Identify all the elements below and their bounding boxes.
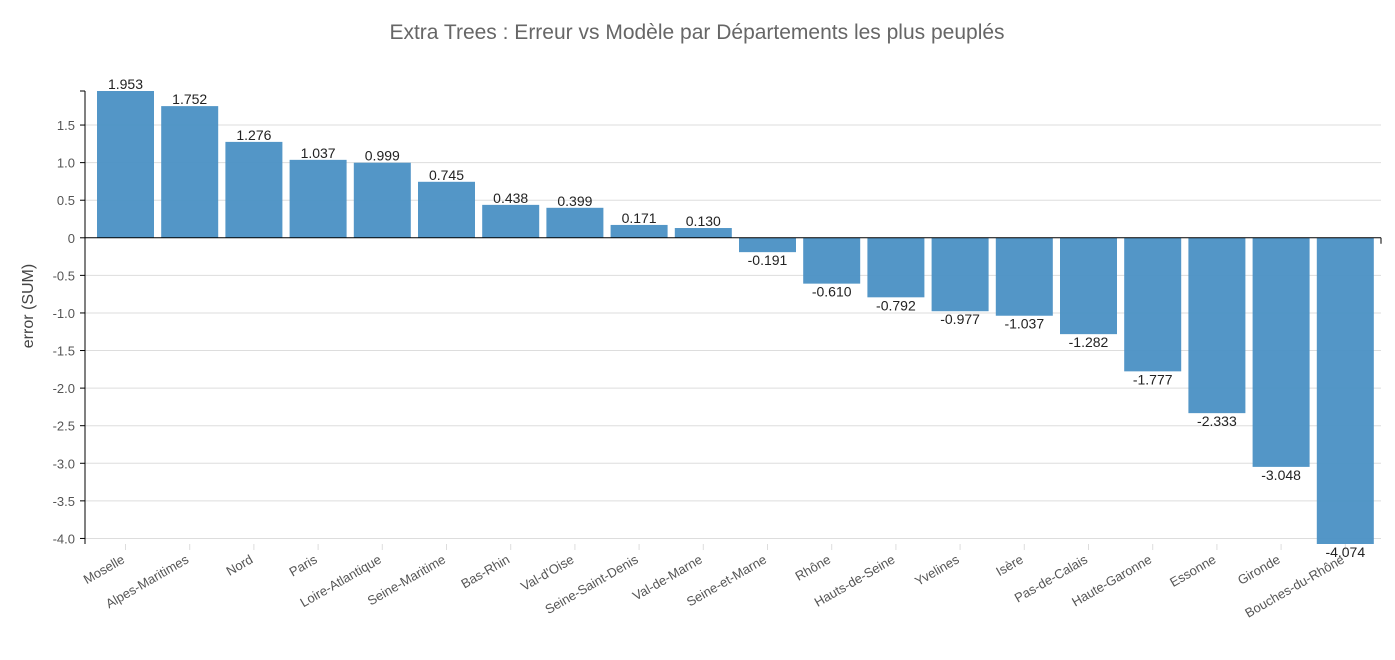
y-tick-label: -3.0 xyxy=(53,456,75,471)
bar xyxy=(610,224,668,238)
y-tick-labels: -4.0 -3.5 -3.0 -2.5 -2.0 -1.5 -1.0 -0.5 0 0.5 1.0 1… xyxy=(53,118,75,546)
bar xyxy=(546,207,604,238)
bar-value-label: -0.191 xyxy=(748,252,788,268)
bar-value-label: 1.276 xyxy=(236,127,271,143)
x-tick-label: Nord xyxy=(223,552,255,579)
bar xyxy=(225,141,283,238)
bar xyxy=(418,181,475,238)
x-tick-label: Gironde xyxy=(1235,552,1283,588)
axes xyxy=(80,90,1382,550)
bar-value-label: 0.130 xyxy=(686,213,721,229)
y-tick-label: -1.5 xyxy=(53,344,75,359)
bar xyxy=(739,237,796,253)
x-tick-label: Essonne xyxy=(1167,552,1218,590)
bar xyxy=(482,204,540,238)
x-tick-label: Rhône xyxy=(793,552,834,584)
bar-value-label: -3.048 xyxy=(1261,467,1301,483)
bar xyxy=(353,162,411,238)
x-tick-label: Moselle xyxy=(81,552,127,587)
bar xyxy=(995,237,1053,316)
y-tick-label: 1.0 xyxy=(57,156,75,171)
bar-value-label: 0.745 xyxy=(429,167,464,183)
bars xyxy=(97,91,1374,544)
bar-value-label: 0.438 xyxy=(493,190,528,206)
y-tick-label: 0 xyxy=(68,231,75,246)
bar xyxy=(931,237,989,312)
bar-value-label: -1.037 xyxy=(1004,316,1044,332)
x-tick-label: Isère xyxy=(993,552,1026,579)
bar-value-labels: 1.953 1.752 1.276 1.037 0.999 0.745 0.438 0.399… xyxy=(108,76,1365,560)
bar xyxy=(867,237,925,298)
bar xyxy=(1252,237,1310,467)
y-tick-label: -4.0 xyxy=(53,531,75,546)
y-axis-label: error (SUM) xyxy=(20,264,37,348)
bar-value-label: 0.999 xyxy=(365,148,400,164)
y-tick-label: 0.5 xyxy=(57,193,75,208)
bar-value-label: 1.953 xyxy=(108,76,143,92)
bar-value-label: -0.792 xyxy=(876,297,916,313)
bar-value-label: -1.777 xyxy=(1133,371,1173,387)
bar xyxy=(1124,237,1182,372)
bar xyxy=(1188,237,1246,414)
x-tick-label: Bas-Rhin xyxy=(458,552,512,592)
bar-value-label: 0.399 xyxy=(557,193,592,209)
bar-value-label: 0.171 xyxy=(622,210,657,226)
bar xyxy=(674,228,732,238)
x-tick-label: Yvelines xyxy=(912,551,962,588)
y-tick-label: -1.0 xyxy=(53,306,75,321)
gridlines xyxy=(85,124,1381,539)
y-tick-label: -2.5 xyxy=(53,419,75,434)
bar-value-label: -2.333 xyxy=(1197,413,1237,429)
y-tick-label: 1.5 xyxy=(57,118,75,133)
bar xyxy=(161,106,219,238)
bar-value-label: -0.977 xyxy=(940,311,980,327)
bar-value-label: -1.282 xyxy=(1069,334,1109,350)
bar xyxy=(803,237,861,284)
bar xyxy=(289,159,347,238)
bar xyxy=(1316,237,1374,544)
y-tick-label: -2.0 xyxy=(53,381,75,396)
y-tick-label: -3.5 xyxy=(53,494,75,509)
bar-value-label: 1.037 xyxy=(301,145,336,161)
bar xyxy=(97,91,154,238)
bar-value-label: -4.074 xyxy=(1325,544,1365,560)
chart-title: Extra Trees : Erreur vs Modèle par Dépar… xyxy=(389,21,1004,44)
bar-value-label: -0.610 xyxy=(812,284,852,300)
bar xyxy=(1060,237,1117,335)
x-tick-label: Val-d'Oise xyxy=(518,552,576,594)
bar-value-label: 1.752 xyxy=(172,91,207,107)
x-tick-label: Paris xyxy=(286,551,320,579)
y-tick-label: -0.5 xyxy=(53,268,75,283)
